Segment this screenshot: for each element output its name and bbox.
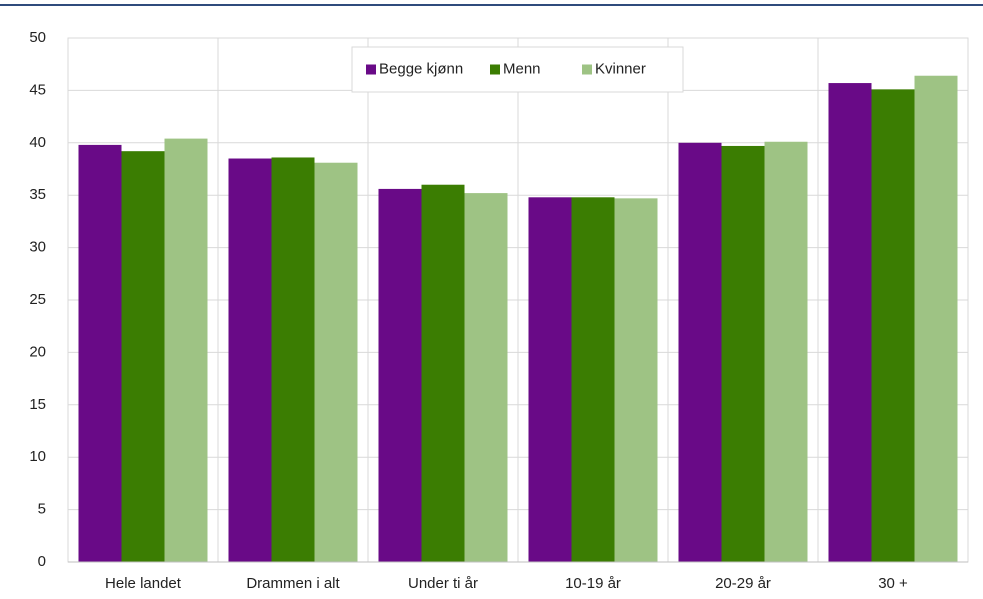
bar — [614, 198, 658, 562]
y-tick-label: 10 — [29, 448, 46, 465]
y-tick-label: 30 — [29, 239, 46, 256]
legend-swatch — [490, 64, 500, 75]
x-tick-label: Hele landet — [105, 575, 182, 592]
legend-label: Kvinner — [595, 60, 646, 77]
x-tick-label: 20-29 år — [715, 575, 771, 592]
bar — [721, 145, 765, 562]
x-tick-label: Drammen i alt — [246, 575, 340, 592]
bar — [228, 158, 272, 562]
y-tick-label: 50 — [29, 29, 46, 46]
bar — [378, 188, 422, 563]
bar — [828, 83, 872, 563]
bar — [78, 144, 122, 562]
x-tick-label: Under ti år — [408, 575, 478, 592]
y-tick-label: 35 — [29, 186, 46, 203]
y-tick-label: 5 — [38, 501, 46, 518]
bar — [571, 197, 615, 562]
bar — [164, 138, 208, 562]
bar — [764, 141, 808, 562]
y-tick-label: 15 — [29, 396, 46, 413]
legend-swatch — [366, 64, 376, 75]
y-tick-label: 20 — [29, 343, 46, 360]
y-tick-label: 45 — [29, 81, 46, 98]
x-tick-label: 30 + — [878, 575, 908, 592]
y-tick-label: 25 — [29, 291, 46, 308]
bar — [314, 162, 358, 562]
bar — [914, 75, 958, 562]
bar — [121, 151, 165, 562]
y-tick-label: 40 — [29, 134, 46, 151]
bar — [678, 142, 722, 563]
legend-label: Begge kjønn — [379, 60, 463, 77]
bar — [421, 184, 465, 562]
y-tick-label: 0 — [38, 553, 46, 570]
legend-label: Menn — [503, 60, 541, 77]
legend-box — [351, 46, 684, 93]
bar — [871, 89, 915, 563]
x-tick-label: 10-19 år — [565, 575, 621, 592]
legend-swatch — [582, 64, 592, 75]
bar — [271, 157, 315, 563]
bar — [464, 193, 508, 562]
bar — [528, 197, 572, 562]
